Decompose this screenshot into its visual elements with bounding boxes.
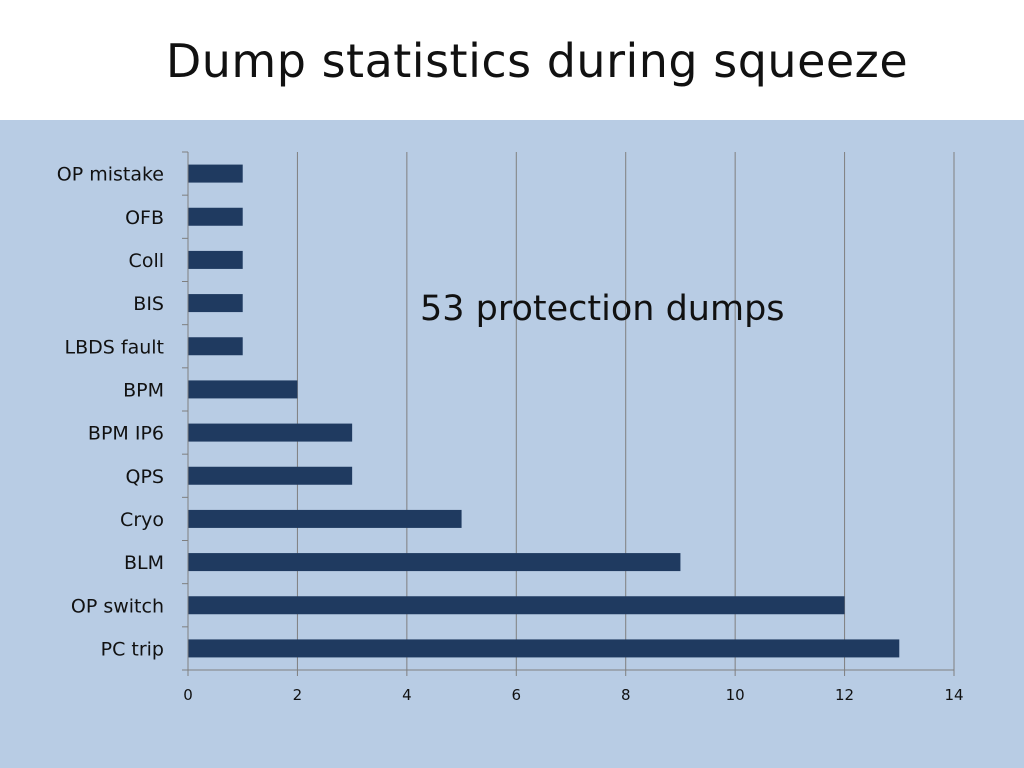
labels: OP mistake OFB Coll BIS LBDS fault BPM BPM IP6… (57, 164, 964, 704)
category-label: BPM (123, 379, 164, 401)
bar (188, 423, 353, 442)
category-label: BLM (124, 552, 164, 574)
category-label: BPM IP6 (88, 423, 164, 445)
x-tick-label: 8 (621, 686, 631, 704)
gridlines (296, 152, 955, 670)
bar (188, 639, 900, 658)
x-tick-label: 12 (835, 686, 854, 704)
x-tick-label: 14 (944, 686, 963, 704)
slide-title: Dump statistics during squeeze (165, 34, 909, 88)
category-label: OP mistake (57, 164, 164, 186)
category-label: BIS (133, 293, 164, 315)
bar (188, 164, 243, 183)
bar (188, 596, 845, 615)
bar (188, 466, 353, 485)
bar (188, 337, 243, 356)
bar (188, 509, 462, 528)
bar (188, 380, 298, 399)
x-tick-label: 4 (402, 686, 412, 704)
x-tick-label: 2 (293, 686, 303, 704)
category-label: OFB (125, 207, 164, 229)
category-label: PC trip (101, 638, 164, 660)
category-label: LBDS fault (65, 336, 164, 358)
x-tick-label: 0 (183, 686, 193, 704)
x-tick-label: 10 (726, 686, 745, 704)
category-label: QPS (126, 466, 164, 488)
bar (188, 294, 243, 313)
bar (188, 250, 243, 269)
bar (188, 207, 243, 226)
x-tick-label: 6 (512, 686, 522, 704)
chart-panel: OP mistake OFB Coll BIS LBDS fault BPM BPM IP6… (0, 120, 1024, 768)
bars (188, 164, 900, 658)
bar-chart: OP mistake OFB Coll BIS LBDS fault BPM BPM IP6… (57, 151, 964, 704)
chart-annotation: 53 protection dumps (420, 289, 785, 329)
category-label: Coll (129, 250, 164, 272)
category-label: OP switch (71, 595, 164, 617)
bar (188, 553, 681, 572)
category-label: Cryo (120, 509, 164, 531)
axes (182, 151, 955, 676)
